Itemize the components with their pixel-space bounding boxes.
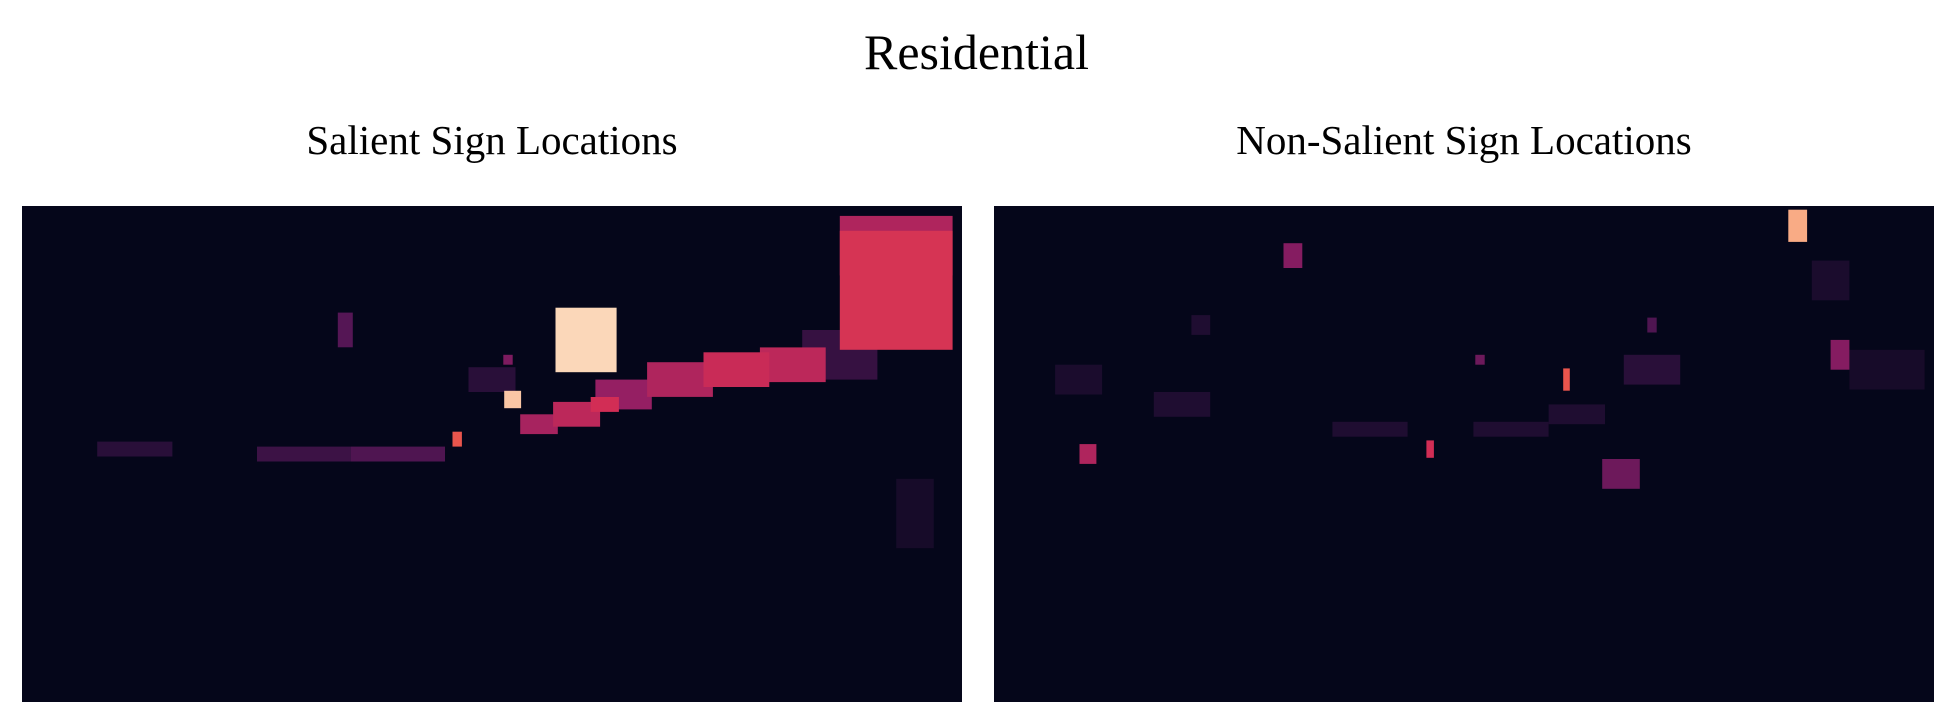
- non-salient-heatmap-cell: [1602, 459, 1640, 489]
- non-salient-heatmap-cell: [1788, 209, 1808, 242]
- salient-heatmap-cell: [257, 446, 351, 462]
- non-salient-heatmap-panel: [994, 206, 1934, 702]
- non-salient-heatmap-title: Non-Salient Sign Locations: [1236, 117, 1692, 163]
- non-salient-heatmap-cell: [1623, 354, 1681, 385]
- salient-heatmap-cell: [351, 446, 445, 462]
- salient-heatmap-cell: [647, 362, 713, 397]
- non-salient-heatmap-cell: [1055, 364, 1103, 395]
- salient-heatmap-cell: [590, 397, 619, 412]
- non-salient-heatmap-cell: [1475, 354, 1485, 365]
- non-salient-heatmap-cell: [1283, 243, 1303, 268]
- salient-heatmap-cell: [759, 347, 826, 383]
- salient-heatmap-cell: [520, 414, 558, 435]
- non-salient-heatmap-cell: [1153, 392, 1211, 417]
- non-salient-heatmap-cell: [1426, 440, 1434, 458]
- salient-heatmap-panel: [22, 206, 962, 702]
- non-salient-heatmap-cell: [1548, 404, 1605, 425]
- non-salient-heatmap-background: [994, 206, 1934, 702]
- salient-heatmap-cell: [452, 431, 462, 447]
- non-salient-heatmap-cell: [1811, 260, 1850, 301]
- salient-heatmap-background: [22, 206, 962, 702]
- salient-heatmap-cell: [839, 230, 953, 350]
- salient-heatmap-cell: [337, 312, 353, 348]
- salient-heatmap-cell: [503, 354, 513, 365]
- salient-heatmap-cell: [504, 390, 522, 409]
- non-salient-heatmap: [994, 206, 1934, 702]
- salient-heatmap: [22, 206, 962, 702]
- non-salient-heatmap-cell: [1647, 317, 1657, 333]
- non-salient-heatmap-cell: [1079, 444, 1097, 464]
- salient-heatmap-cell: [703, 352, 770, 387]
- figure-title: Residential: [864, 24, 1089, 80]
- salient-heatmap-title: Salient Sign Locations: [306, 117, 678, 163]
- non-salient-heatmap-cell: [1563, 368, 1570, 391]
- non-salient-heatmap-cell: [1191, 315, 1211, 335]
- non-salient-heatmap-cell: [1473, 421, 1549, 437]
- salient-heatmap-cell: [468, 367, 516, 392]
- non-salient-heatmap-cell: [1332, 421, 1408, 437]
- salient-heatmap-cell: [555, 307, 617, 373]
- salient-heatmap-cell: [896, 478, 934, 549]
- non-salient-heatmap-cell: [1830, 339, 1850, 370]
- salient-heatmap-cell: [97, 441, 173, 457]
- non-salient-heatmap-cell: [1849, 349, 1925, 390]
